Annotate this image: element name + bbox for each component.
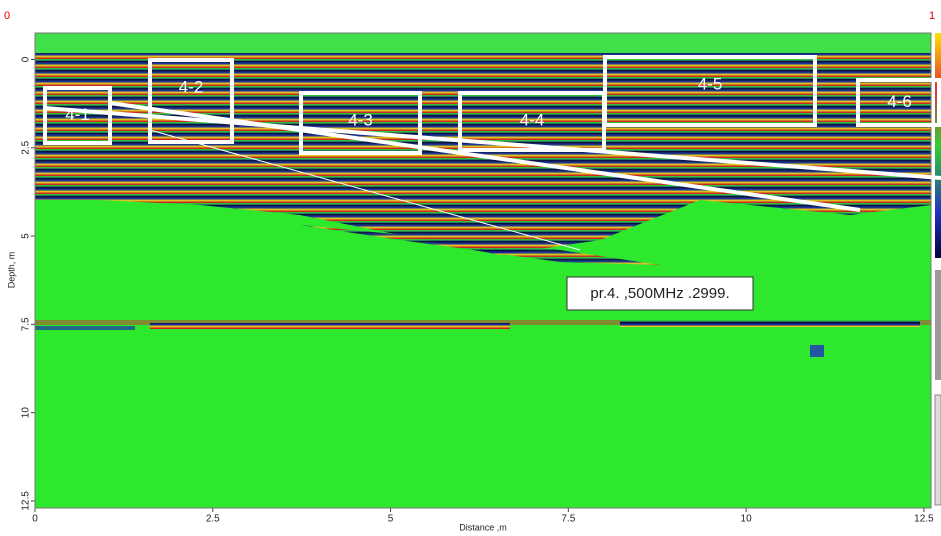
annotation-label: 4-4 xyxy=(520,110,545,129)
y-tick-label: 10 xyxy=(21,407,32,419)
side-panel xyxy=(935,270,941,380)
x-tick-label: 2.5 xyxy=(206,514,220,525)
y-tick-label: 7.5 xyxy=(21,317,32,331)
chart: 0 1 Distance ,m Depth, m 02.557.51012.50… xyxy=(0,0,941,536)
note: pr.4. ,500MHz .2999. xyxy=(590,285,729,302)
x-tick-label: 12.5 xyxy=(914,514,934,525)
x-tick-label: 5 xyxy=(388,514,394,525)
side-panel xyxy=(935,395,941,505)
color-bar xyxy=(935,33,941,258)
y-tick-label: 12.5 xyxy=(21,491,32,511)
annotation-label: 4-1 xyxy=(65,105,90,124)
x-tick-label: 0 xyxy=(32,514,38,525)
annotation-label: 4-6 xyxy=(887,92,912,111)
annotation-label: 4-3 xyxy=(348,110,373,129)
x-axis-label: Distance ,m xyxy=(459,522,507,532)
x-tick-label: 7.5 xyxy=(561,514,575,525)
annotation-label: 4-5 xyxy=(698,74,723,93)
scale-label: 0 xyxy=(4,10,10,22)
annotation-label: 4-2 xyxy=(179,77,204,96)
y-tick-label: 5 xyxy=(21,233,32,239)
y-tick-label: 2.5 xyxy=(21,140,32,154)
y-axis-label: Depth, m xyxy=(6,252,16,289)
y-tick-label: 0 xyxy=(21,56,32,62)
scale-label: 1 xyxy=(929,10,935,22)
radargram-image xyxy=(35,33,931,508)
x-tick-label: 10 xyxy=(741,514,753,525)
